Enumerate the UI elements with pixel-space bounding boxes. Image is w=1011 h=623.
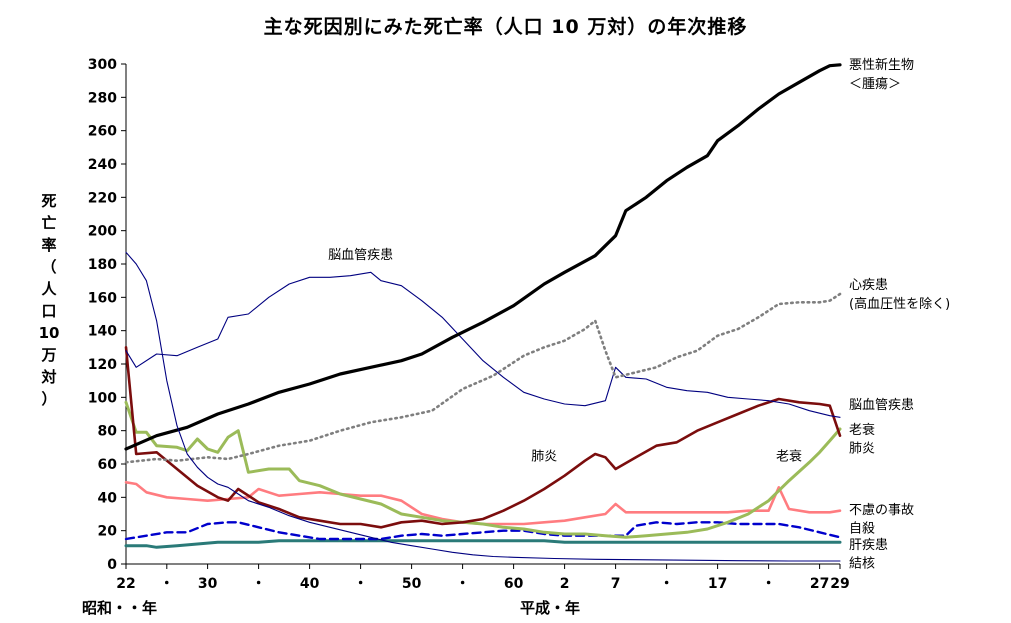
y-tick-label: 300 (88, 57, 117, 73)
x-axis-label-showa: 昭和・・年 (82, 599, 158, 617)
series-line-1 (124, 292, 842, 464)
series-label-7: 肝疾患 (849, 538, 888, 553)
series-label-0: 悪性新生物 (849, 57, 914, 73)
x-tick-label: 60 (504, 576, 524, 592)
y-tick-label: 140 (88, 324, 117, 340)
y-tick-label: 240 (88, 157, 117, 173)
series-label-0: ＜腫瘍＞ (849, 76, 901, 92)
y-tick-label: 180 (88, 257, 117, 273)
series-line-0 (124, 63, 842, 451)
y-tick-label: 60 (98, 457, 118, 473)
y-tick-label: 220 (88, 190, 117, 206)
series-labels: 悪性新生物＜腫瘍＞心疾患(高血圧性を除く)脳血管疾患肺炎老衰不慮の事故自殺肝疾患… (328, 57, 950, 571)
series-line-3 (124, 346, 842, 529)
y-axis-label-char: 対 (41, 368, 57, 386)
x-tick-label: 7 (611, 576, 621, 592)
y-tick-label: 160 (88, 290, 117, 306)
series-line-7 (124, 539, 842, 549)
y-axis-label-char: 死 (41, 192, 57, 210)
y-tick-label: 40 (98, 490, 118, 506)
y-tick-label: 80 (98, 424, 118, 440)
y-axis-label-char: 万 (41, 346, 57, 364)
series-line-6 (124, 521, 842, 541)
series-line-2 (125, 271, 841, 418)
series-label-3: 肺炎 (849, 441, 875, 456)
x-tick-label: ・ (660, 576, 674, 592)
x-tick-label: 22 (116, 576, 135, 592)
series-layer (124, 63, 842, 562)
y-axis-label-char: ） (41, 390, 57, 408)
y-axis-label-char: 率 (41, 236, 57, 254)
series-label-5: 不慮の事故 (849, 503, 914, 518)
y-axis-label-char: 亡 (41, 214, 57, 232)
series-label-1: 心疾患 (849, 278, 888, 293)
y-tick-label: 20 (98, 524, 118, 540)
chart-title: 主な死因別にみた死亡率（人口 10 万対）の年次推移 (263, 16, 748, 38)
series-label-2: 脳血管疾患 (849, 398, 914, 413)
y-axis-label-char: 10 (38, 324, 60, 342)
axes: 0204060801001201401601802002202402602803… (88, 57, 850, 592)
x-tick-label: ・ (456, 576, 470, 592)
x-tick-label: 17 (708, 576, 727, 592)
x-tick-label: 27 (810, 576, 829, 592)
series-label-8: 結核 (849, 556, 875, 571)
x-tick-label: ・ (354, 576, 368, 592)
series-line-8 (125, 251, 841, 562)
series-label-1: (高血圧性を除く) (849, 296, 950, 312)
x-tick-label: ・ (762, 576, 776, 592)
inline-label: 脳血管疾患 (328, 248, 393, 263)
x-axis-label-heisei: 平成・年 (520, 599, 581, 617)
inline-label: 老衰 (776, 449, 802, 465)
series-line-5 (124, 481, 842, 526)
x-tick-label: ・ (160, 576, 174, 592)
inline-label: 肺炎 (531, 450, 557, 465)
x-tick-label: 2 (560, 576, 570, 592)
y-tick-label: 200 (88, 224, 117, 240)
y-tick-label: 100 (88, 390, 117, 406)
y-tick-label: 280 (88, 90, 117, 106)
y-axis-label-char: 口 (41, 302, 57, 320)
y-axis-label: 死亡率 （ 人口 10 万対 ） (38, 190, 60, 410)
y-axis-label-char: 人 (41, 280, 57, 298)
y-tick-label: 0 (107, 557, 117, 573)
x-tick-label: 29 (830, 576, 849, 592)
series-line-4 (124, 400, 842, 539)
x-tick-label: 50 (402, 576, 422, 592)
x-tick-label: ・ (252, 576, 266, 592)
x-tick-label: 30 (198, 576, 218, 592)
y-axis-label-char: （ (41, 258, 57, 276)
series-label-4: 老衰 (849, 422, 875, 438)
x-tick-label: 40 (300, 576, 320, 592)
series-label-6: 自殺 (849, 521, 875, 536)
y-tick-label: 120 (88, 357, 117, 373)
y-tick-label: 260 (88, 124, 117, 140)
